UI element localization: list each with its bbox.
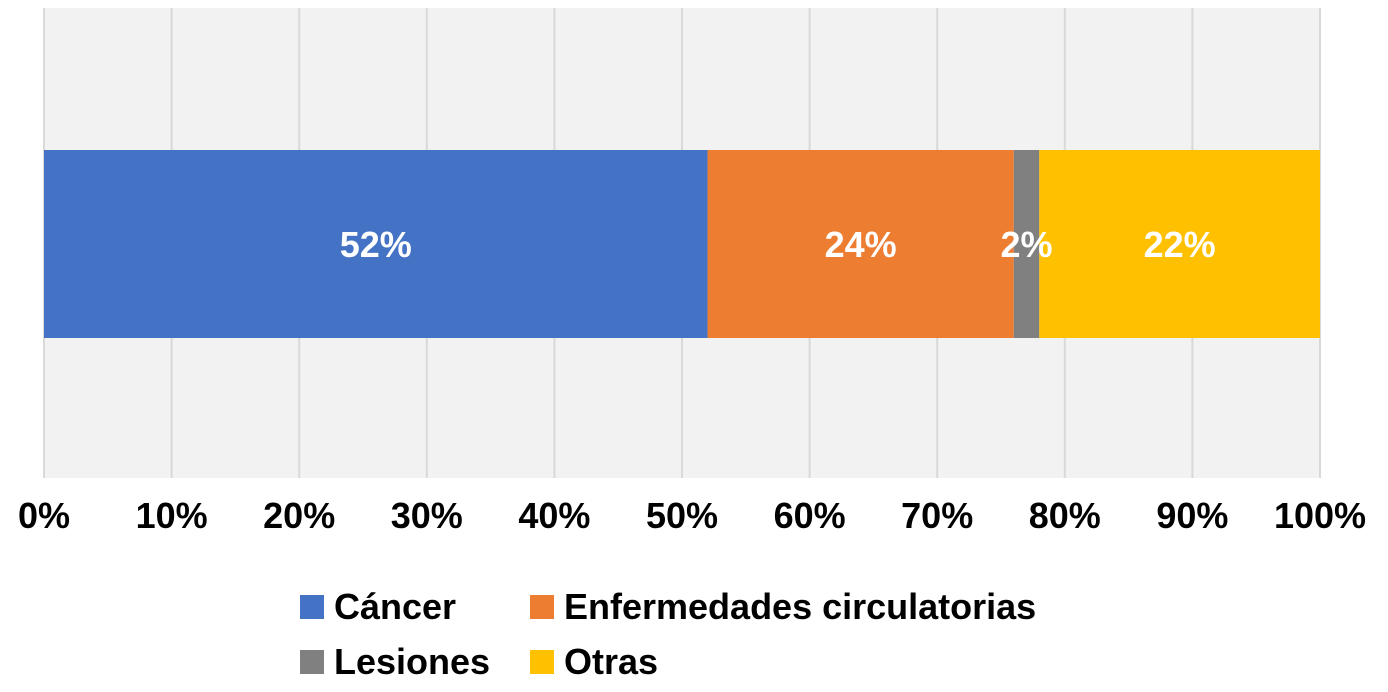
data-label-3: 22% — [1144, 224, 1216, 265]
bar-segment-1 — [707, 150, 1014, 338]
bar-segments — [44, 150, 1320, 338]
x-axis-tick-labels: 0% 10% 20% 30% 40% 50% 60% 70% 80% 90% 100% — [18, 495, 1366, 536]
data-label-0: 52% — [340, 224, 412, 265]
legend-swatch-lesiones — [300, 650, 324, 674]
x-tick-label: 50% — [646, 495, 718, 536]
x-tick-label: 0% — [18, 495, 70, 536]
legend-swatch-otras — [530, 650, 554, 674]
x-tick-label: 30% — [391, 495, 463, 536]
x-tick-label: 40% — [518, 495, 590, 536]
legend-label-otras: Otras — [564, 641, 659, 682]
x-tick-label: 90% — [1156, 495, 1228, 536]
legend-label-enfermedades: Enfermedades circulatorias — [564, 586, 1037, 627]
x-tick-label: 100% — [1274, 495, 1366, 536]
x-tick-label: 80% — [1029, 495, 1101, 536]
x-tick-label: 20% — [263, 495, 335, 536]
x-tick-label: 10% — [136, 495, 208, 536]
bar-segment-3 — [1039, 150, 1320, 338]
x-tick-label: 70% — [901, 495, 973, 536]
legend-item-otras: Otras — [530, 641, 658, 683]
legend-swatch-cancer — [300, 595, 324, 619]
data-label-1: 24% — [825, 224, 897, 265]
legend-label-cancer: Cáncer — [334, 586, 457, 627]
x-tick-label: 60% — [774, 495, 846, 536]
legend-label-lesiones: Lesiones — [334, 641, 491, 682]
data-label-2: 2% — [1001, 224, 1053, 265]
legend: Cáncer Enfermedades circulatorias Lesion… — [300, 582, 1160, 692]
legend-row: Lesiones Otras — [300, 637, 1160, 687]
legend-row: Cáncer Enfermedades circulatorias — [300, 582, 1160, 632]
legend-item-enfermedades: Enfermedades circulatorias — [530, 586, 1036, 628]
legend-item-cancer: Cáncer — [300, 586, 530, 628]
data-labels: 52% 24% 2% 22% — [340, 224, 1216, 265]
bar-segment-0 — [44, 150, 708, 338]
legend-item-lesiones: Lesiones — [300, 641, 530, 683]
legend-swatch-enfermedades — [530, 595, 554, 619]
bar-segment-2 — [1013, 150, 1040, 338]
